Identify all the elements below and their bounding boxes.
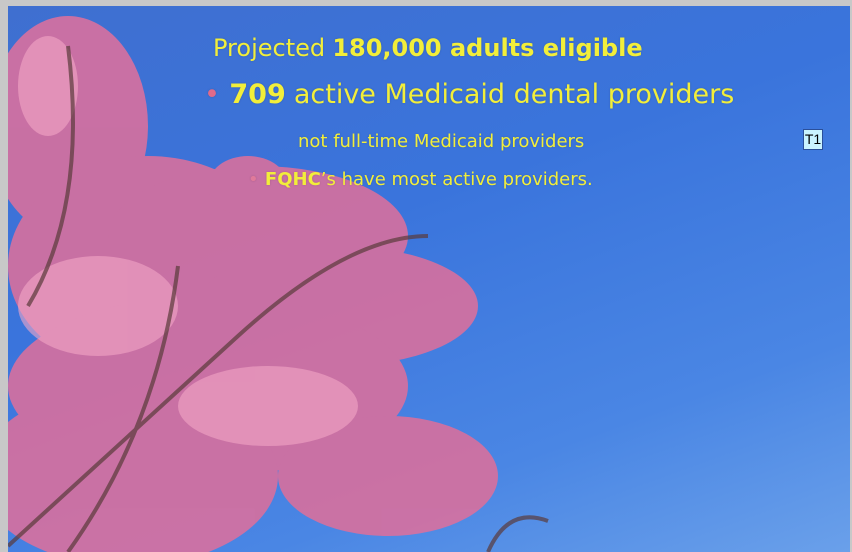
bullet: • [248,169,259,190]
emphasis: FQHC [265,169,321,190]
page: Projected180,000 adults eligible • 709 act… [0,0,852,552]
text: ’s have most active providers. [321,169,593,190]
emphasis: 709 [229,79,285,110]
emphasis: 180,000 adults eligible [332,34,642,62]
bullet-line: • 709 active Medicaid dental providers [204,79,734,110]
text: not full-time Medicaid providers [298,131,584,152]
sub-line: not full-time Medicaid providers [298,131,584,152]
comment-marker[interactable]: T1 [803,129,823,150]
text: active Medicaid dental providers [294,79,734,110]
bullet-line: • FQHC’s have most active providers. [248,169,593,190]
bullet: • [204,79,220,110]
text: Projected [213,34,325,62]
